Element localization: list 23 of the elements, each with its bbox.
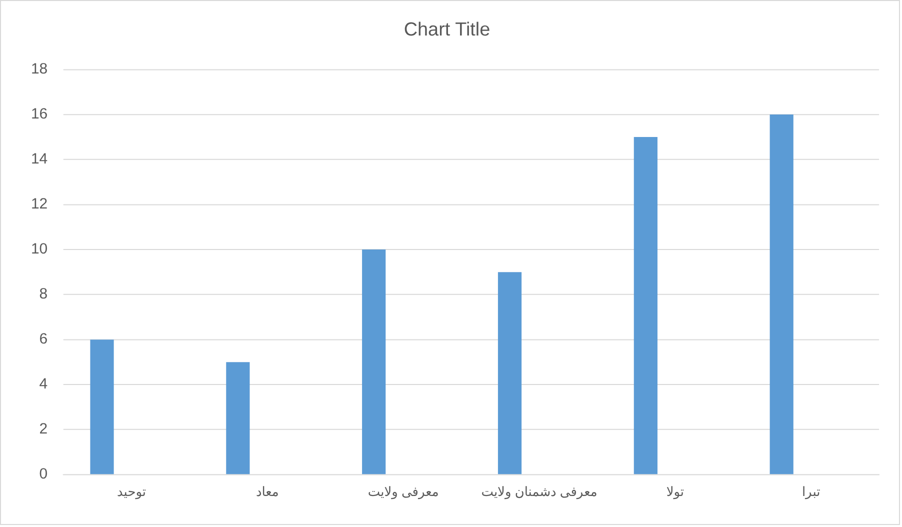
x-tick-label: تبرا [802, 484, 821, 500]
y-tick-label: 0 [39, 466, 48, 483]
y-tick-label: 12 [30, 196, 48, 213]
bar [226, 362, 250, 474]
y-tick-label: 16 [30, 106, 48, 123]
y-tick-label: 10 [30, 240, 48, 258]
x-tick-label: معرفی ولایت [368, 484, 439, 500]
x-tick-label: معرفی دشمنان ولایت [481, 484, 598, 500]
chart-title: Chart Title [404, 20, 490, 40]
bar [634, 137, 658, 474]
x-tick-label: تولا [666, 484, 684, 500]
y-tick-label: 14 [30, 150, 48, 168]
bar [498, 272, 522, 474]
y-tick-label: 4 [39, 376, 48, 393]
y-tick-label: 8 [39, 286, 48, 303]
y-tick-label: 6 [39, 330, 48, 348]
x-tick-label: توحید [116, 484, 146, 500]
bar [362, 250, 386, 474]
y-tick-label: 2 [39, 420, 48, 438]
bar [90, 340, 114, 474]
x-tick-label: معاد [256, 484, 279, 499]
bar [770, 114, 794, 474]
y-tick-label: 18 [30, 60, 48, 78]
